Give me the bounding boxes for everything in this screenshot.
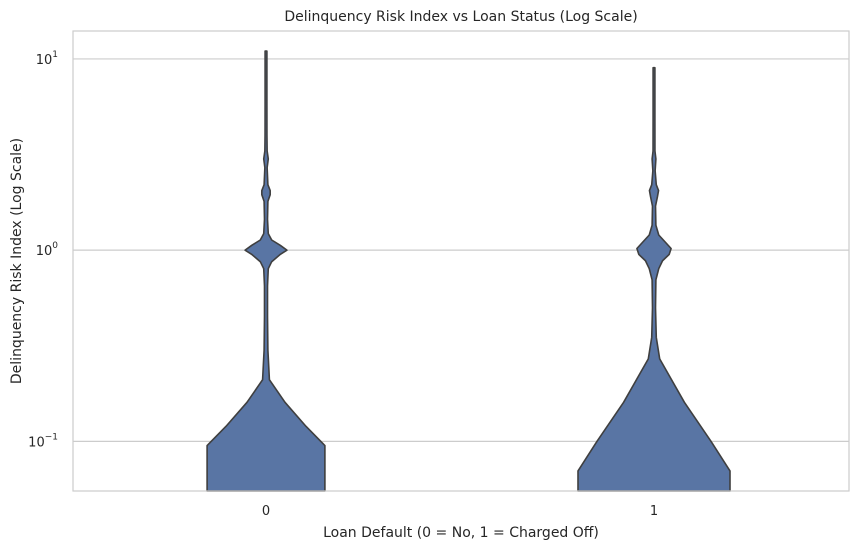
y-tick-labels: 10−1 100 101 xyxy=(28,50,58,450)
y-tick-label: 101 xyxy=(36,50,58,68)
x-axis-label: Loan Default (0 = No, 1 = Charged Off) xyxy=(323,525,599,541)
violin-layer xyxy=(206,50,731,492)
violin-body xyxy=(577,66,731,492)
y-tick-label: 10−1 xyxy=(28,432,58,450)
plot-frame xyxy=(72,30,850,492)
x-tick-label: 0 xyxy=(262,504,270,519)
violin-body xyxy=(206,50,326,492)
y-tick-label: 100 xyxy=(36,241,59,259)
grid-lines xyxy=(73,58,849,442)
y-axis-label: Delinquency Risk Index (Log Scale) xyxy=(9,138,25,384)
x-tick-label: 1 xyxy=(650,504,658,519)
chart-title: Delinquency Risk Index vs Loan Status (L… xyxy=(284,9,637,25)
